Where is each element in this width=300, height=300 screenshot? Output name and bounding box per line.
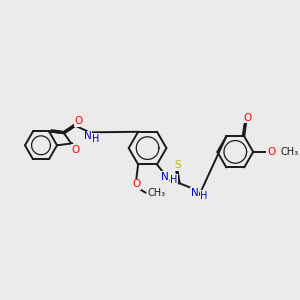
Text: O: O xyxy=(71,145,80,155)
Text: N: N xyxy=(161,172,168,182)
Text: CH₃: CH₃ xyxy=(280,147,299,157)
Text: O: O xyxy=(267,147,275,157)
Text: O: O xyxy=(74,116,82,126)
Text: S: S xyxy=(174,160,181,170)
Text: H: H xyxy=(170,175,178,184)
Text: N: N xyxy=(84,131,92,141)
Text: O: O xyxy=(243,112,251,122)
Text: H: H xyxy=(92,134,100,144)
Text: O: O xyxy=(132,179,140,189)
Text: H: H xyxy=(200,190,208,201)
Text: CH₃: CH₃ xyxy=(148,188,166,198)
Text: N: N xyxy=(191,188,199,198)
